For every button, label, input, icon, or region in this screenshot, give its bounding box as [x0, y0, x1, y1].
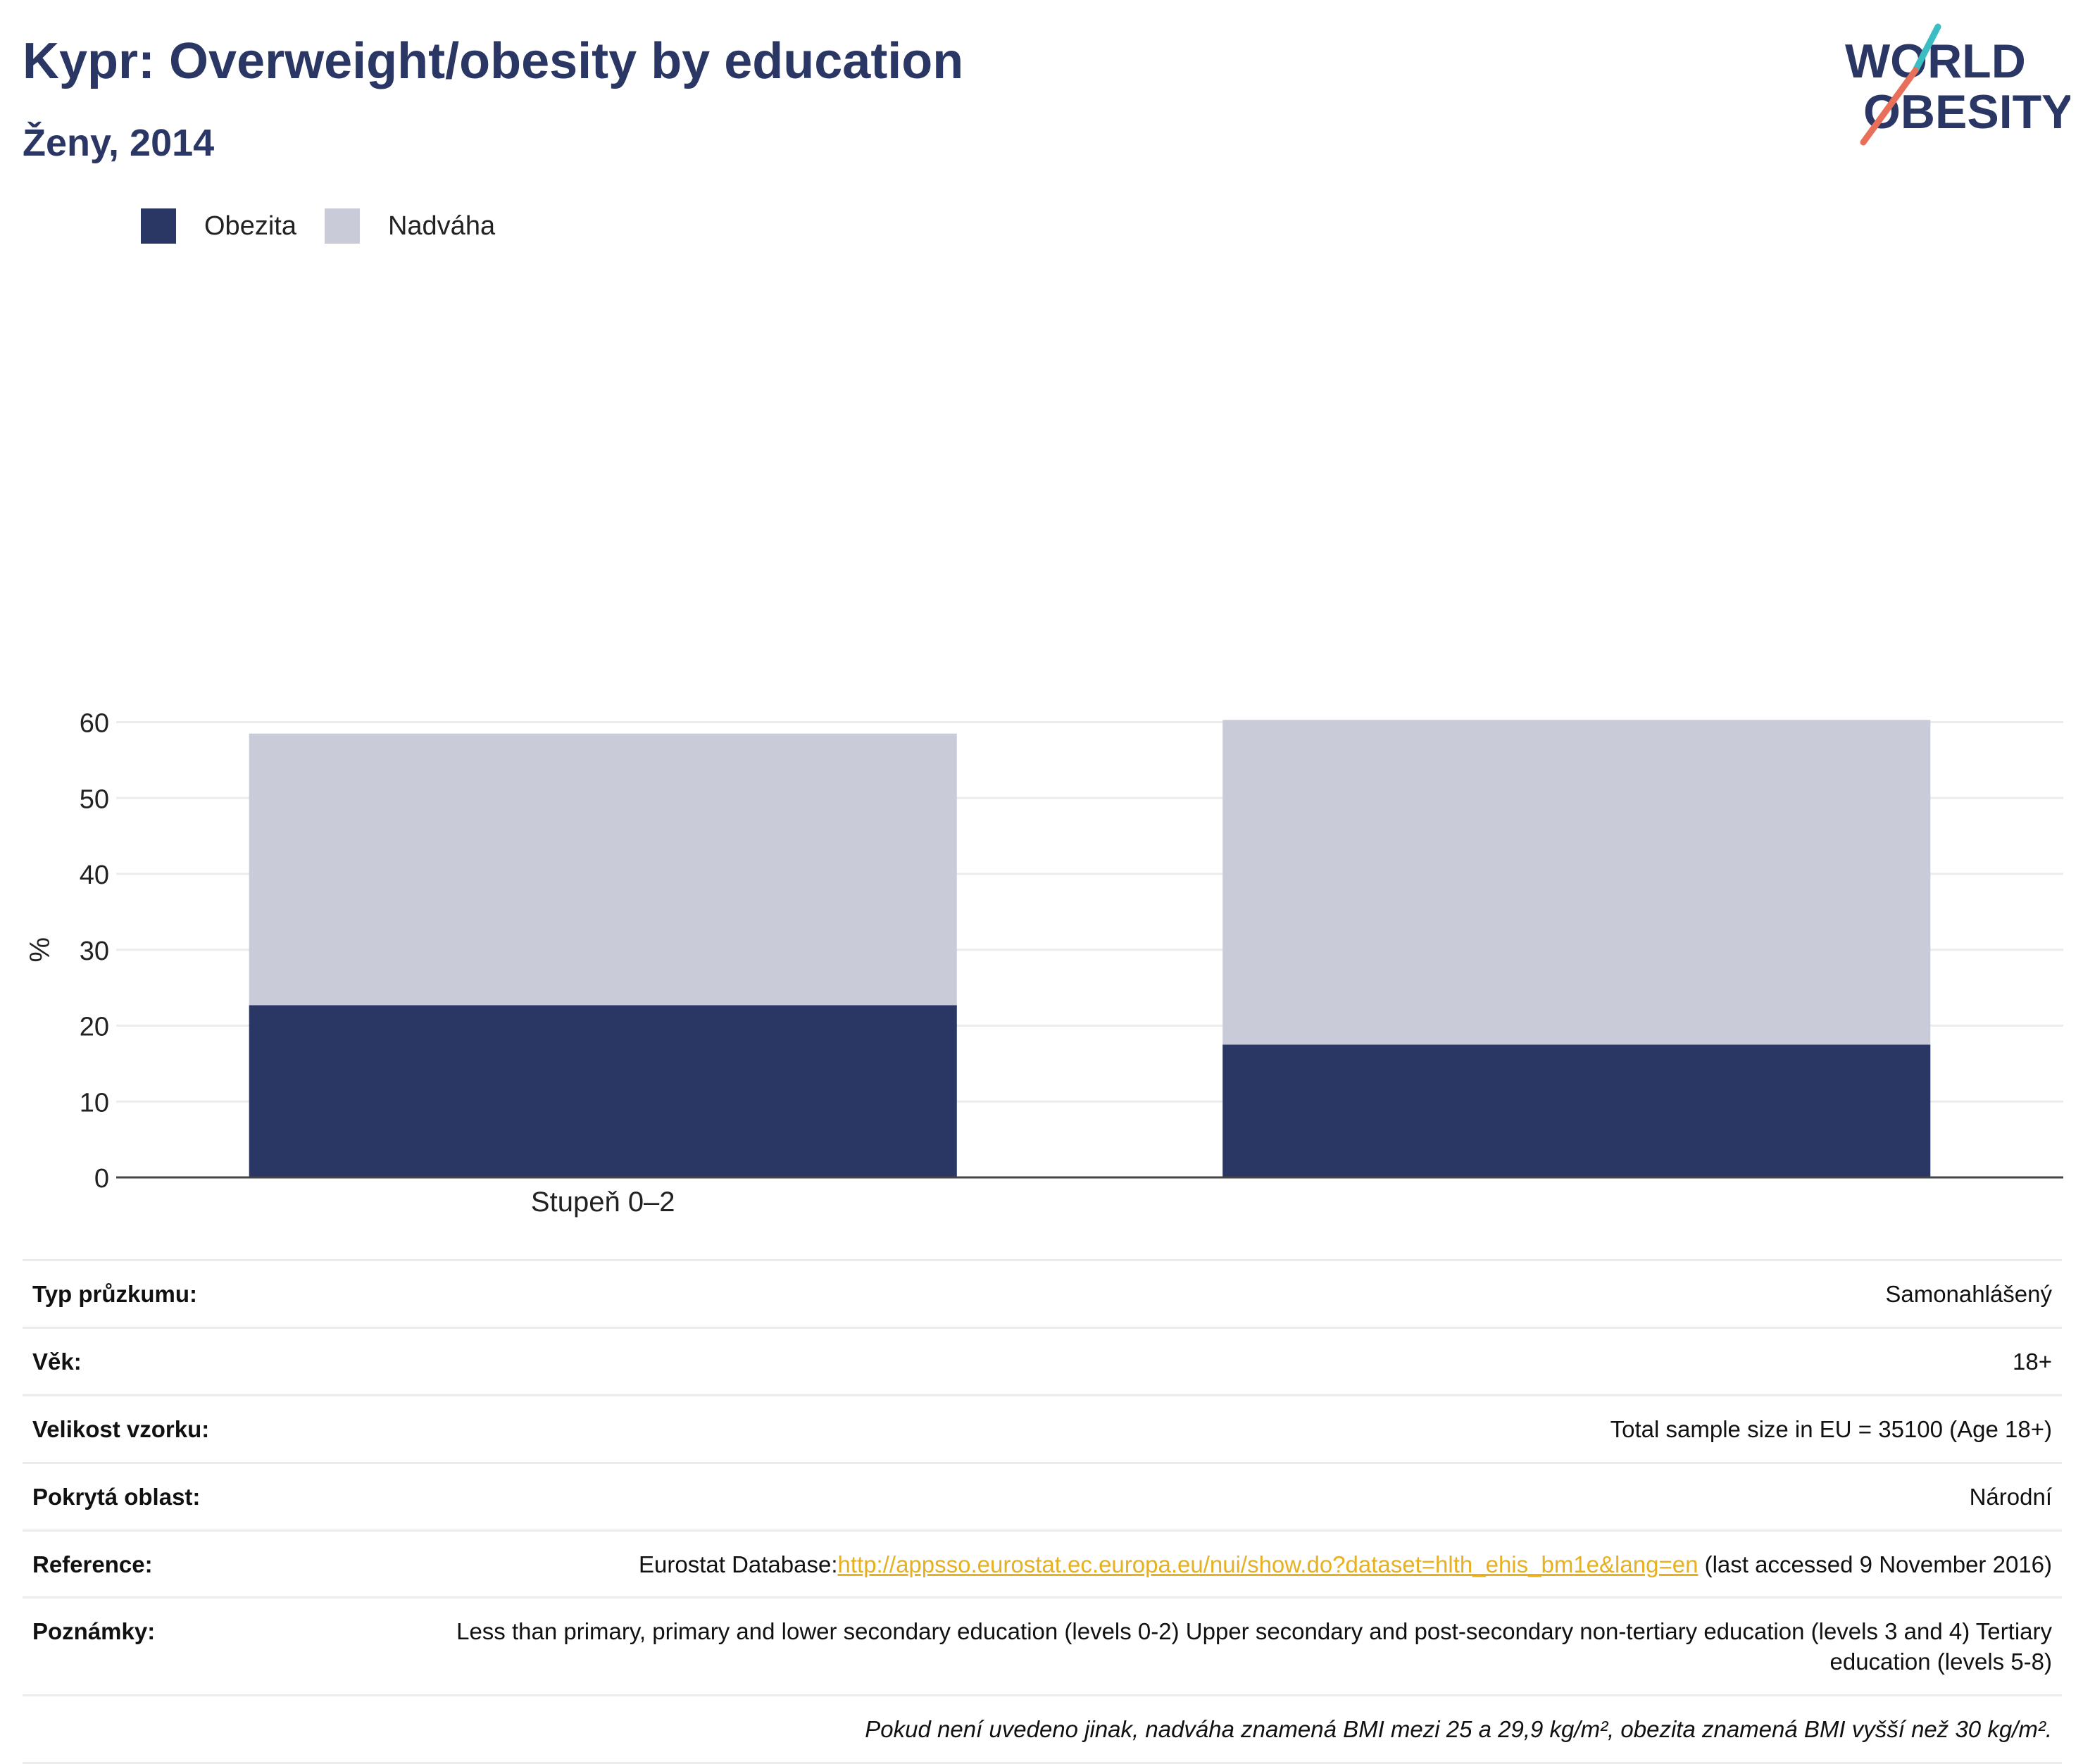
meta-value-sample-size: Total sample size in EU = 35100 (Age 18+… [437, 1394, 2062, 1463]
meta-label-survey-type: Typ průzkumu: [23, 1259, 437, 1328]
meta-label-notes: Poznámky: [23, 1596, 437, 1696]
legend-label-obesity: Obezita [204, 211, 296, 241]
chart-title: Kypr: Overweight/obesity by education [23, 33, 964, 89]
legend-swatch-overweight [324, 208, 360, 244]
reference-link[interactable]: http://appsso.eurostat.ec.europa.eu/nui/… [837, 1551, 1699, 1577]
survey-metadata-table: Typ průzkumu: Samonahlášený Věk: 18+ Vel… [23, 1259, 2062, 1764]
meta-value-notes: Less than primary, primary and lower sec… [437, 1596, 2062, 1696]
meta-label-coverage: Pokrytá oblast: [23, 1461, 437, 1531]
bmi-definition-footnote: Pokud není uvedeno jinak, nadváha znamen… [23, 1694, 2062, 1764]
meta-row-coverage: Pokrytá oblast: Národní [23, 1461, 2062, 1531]
reference-suffix: (last accessed 9 November 2016) [1698, 1551, 2052, 1577]
meta-row-notes: Poznámky: Less than primary, primary and… [23, 1596, 2062, 1696]
y-tick-label: 40 [80, 861, 109, 890]
meta-value-reference: Eurostat Database:http://appsso.eurostat… [437, 1529, 2062, 1598]
meta-row-sample-size: Velikost vzorku: Total sample size in EU… [23, 1394, 2062, 1463]
stacked-bar-chart: 0 10 20 30 40 50 60% Stupeň 0–2 [25, 709, 2063, 1218]
meta-value-survey-type: Samonahlášený [437, 1259, 2062, 1328]
meta-label-age: Věk: [23, 1326, 437, 1396]
bar-overweight-1 [1222, 720, 1931, 1045]
meta-row-survey-type: Typ průzkumu: Samonahlášený [23, 1259, 2062, 1328]
x-tick-label: Stupeň 0–2 [531, 1187, 675, 1218]
meta-value-age: 18+ [437, 1326, 2062, 1396]
world-obesity-logo: WORLD OBESITY [1845, 23, 2070, 146]
y-tick-label: 30 [80, 937, 109, 966]
y-tick-label: 10 [80, 1088, 109, 1118]
legend-swatch-obesity [141, 208, 176, 244]
chart-subtitle: Ženy, 2014 [23, 122, 215, 164]
bar-obesity-0 [249, 1005, 957, 1177]
svg-text:OBESITY: OBESITY [1863, 85, 2070, 139]
meta-row-footnote: Pokud není uvedeno jinak, nadváha znamen… [23, 1694, 2062, 1764]
meta-row-reference: Reference: Eurostat Database:http://apps… [23, 1529, 2062, 1598]
bar-obesity-1 [1222, 1044, 1931, 1177]
legend-item-obesity[interactable]: Obezita [141, 208, 296, 244]
meta-label-reference: Reference: [23, 1529, 437, 1598]
legend-item-overweight[interactable]: Nadváha [324, 208, 496, 244]
y-tick-label: 20 [80, 1013, 109, 1042]
svg-text:WORLD: WORLD [1845, 35, 2026, 88]
reference-prefix: Eurostat Database: [639, 1551, 838, 1577]
y-tick-label: 0 [94, 1164, 109, 1194]
y-tick-label: 50 [80, 784, 109, 814]
meta-row-age: Věk: 18+ [23, 1326, 2062, 1396]
chart-legend: Obezita Nadváha [141, 208, 523, 244]
y-axis-label: % [25, 937, 56, 963]
legend-label-overweight: Nadváha [387, 211, 496, 241]
meta-label-sample-size: Velikost vzorku: [23, 1394, 437, 1463]
meta-value-coverage: Národní [437, 1461, 2062, 1531]
bar-overweight-0 [249, 733, 957, 1006]
y-tick-label: 60 [80, 709, 109, 739]
